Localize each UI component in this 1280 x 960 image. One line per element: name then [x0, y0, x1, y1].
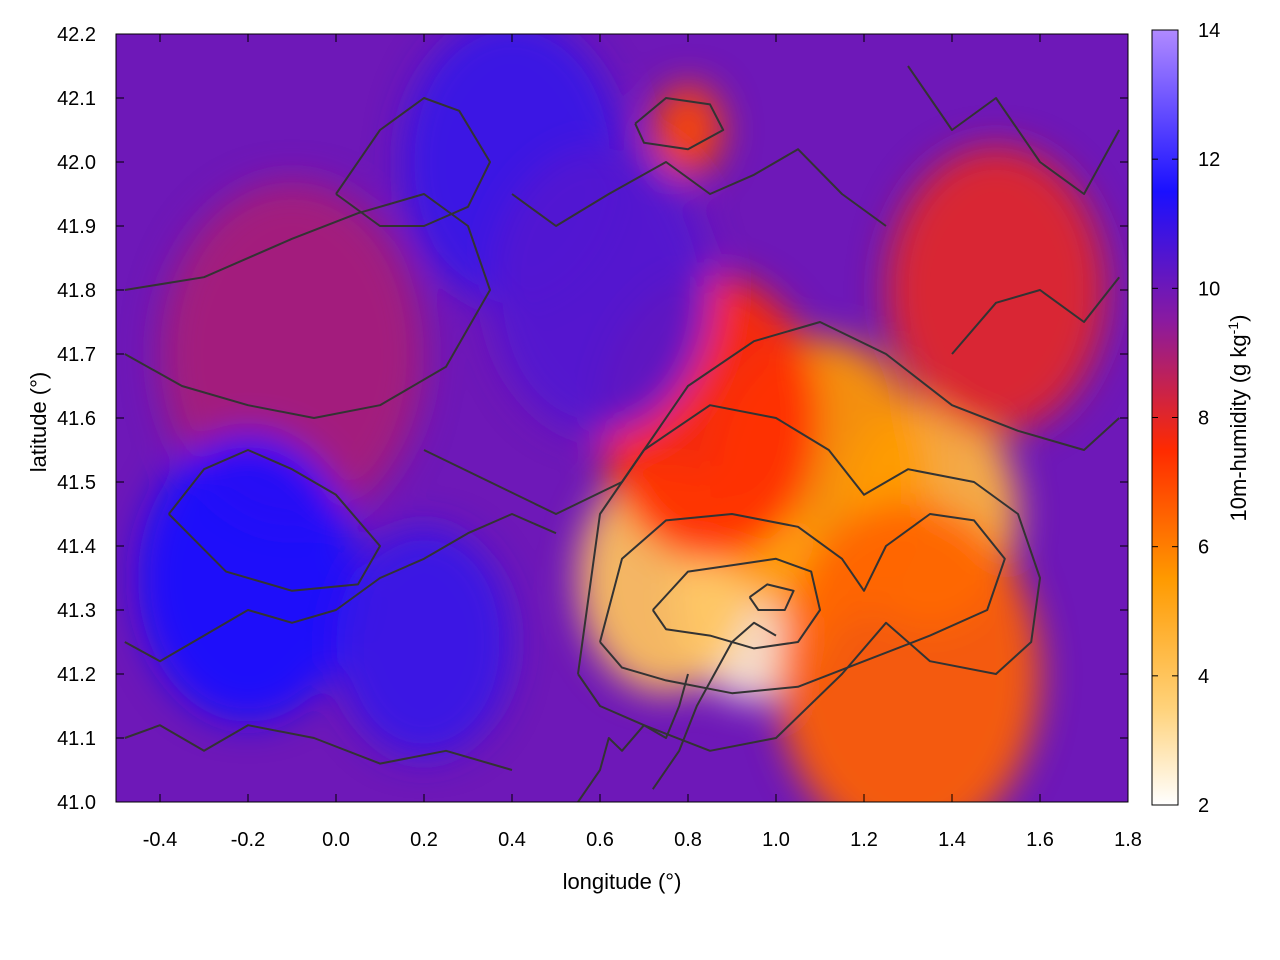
y-tick-label: 41.2 [57, 664, 96, 686]
contour-line [634, 97, 725, 151]
orography-contours [124, 65, 1121, 802]
y-tick-label: 41.5 [57, 472, 96, 494]
contour-line [907, 65, 1121, 195]
x-tick-label: 0.8 [674, 829, 702, 851]
y-tick-label: 41.6 [57, 408, 96, 430]
contour-line [951, 276, 1120, 355]
colorbar-tick-label: 8 [1198, 408, 1209, 430]
y-tick-label: 42.2 [57, 24, 96, 46]
x-tick-label: 1.8 [1114, 829, 1142, 851]
x-tick-label: 1.2 [850, 829, 878, 851]
y-tick-label: 41.1 [57, 728, 96, 750]
humidity-feature [336, 526, 512, 758]
contour-line [423, 321, 1120, 515]
x-tick-label: 0.4 [498, 829, 526, 851]
humidity-feature [776, 501, 1040, 802]
contour-line [651, 621, 777, 790]
x-tick-label: 0.2 [410, 829, 438, 851]
humidity-feature [652, 83, 724, 177]
x-tick-label: 1.4 [938, 829, 966, 851]
colorbar-label-main: 10m-humidity (g kg [1226, 334, 1251, 521]
humidity-field [138, 34, 1106, 802]
y-tick-label: 41.8 [57, 280, 96, 302]
y-tick-label: 41.3 [57, 600, 96, 622]
humidity-feature [886, 146, 1106, 434]
contour-line [124, 724, 513, 771]
colorbar-tick-label: 4 [1198, 666, 1209, 688]
y-tick-label: 42.1 [57, 88, 96, 110]
x-axis-label: longitude (°) [563, 869, 682, 894]
x-tick-label: 1.0 [762, 829, 790, 851]
colorbar-tick-label: 6 [1198, 537, 1209, 559]
colorbar-tick-label: 2 [1198, 795, 1209, 817]
humidity-feature [490, 146, 710, 434]
colorbar-label: 10m-humidity (g kg-1) [1225, 315, 1251, 522]
contour-line [124, 513, 557, 663]
contour-line [124, 193, 491, 419]
colorbar: 2 4 6 8 10 12 14 10m-humidity (g kg-1) [1151, 20, 1251, 817]
plot-area [116, 34, 1128, 802]
colorbar-tick-label: 10 [1198, 278, 1220, 300]
contour-line [168, 449, 381, 592]
x-tick-label: 0.0 [322, 829, 350, 851]
colorbar-ticks: 2 4 6 8 10 12 14 [1152, 20, 1220, 817]
contour-line [511, 148, 887, 227]
x-tick-label: -0.4 [143, 829, 177, 851]
contour-line [748, 583, 795, 611]
x-tick-label: -0.2 [231, 829, 265, 851]
x-axis-ticks: -0.4 -0.2 0.0 0.2 0.4 0.6 0.8 1.0 1.2 1.4 1.6 1.8 [143, 34, 1142, 851]
contour-line [577, 404, 1041, 752]
colorbar-tick-label: 12 [1198, 149, 1220, 171]
x-tick-label: 0.6 [586, 829, 614, 851]
contour-line [335, 97, 491, 227]
y-axis-ticks: 41.0 41.1 41.2 41.3 41.4 41.5 41.6 41.7 41.8 41.9… [57, 24, 1128, 814]
contour-line [599, 513, 1006, 695]
y-tick-label: 41.4 [57, 536, 96, 558]
contour-line [577, 673, 689, 802]
y-tick-label: 41.0 [57, 792, 96, 814]
x-tick-label: 1.6 [1026, 829, 1054, 851]
contour-line [651, 557, 821, 650]
y-tick-label: 41.9 [57, 216, 96, 238]
colorbar-label-close: ) [1226, 315, 1251, 322]
colorbar-label-sup: -1 [1225, 322, 1241, 335]
y-axis-label: latitude (°) [26, 372, 51, 473]
y-tick-label: 41.7 [57, 344, 96, 366]
colorbar-tick-label: 14 [1198, 20, 1220, 42]
y-tick-label: 42.0 [57, 152, 96, 174]
